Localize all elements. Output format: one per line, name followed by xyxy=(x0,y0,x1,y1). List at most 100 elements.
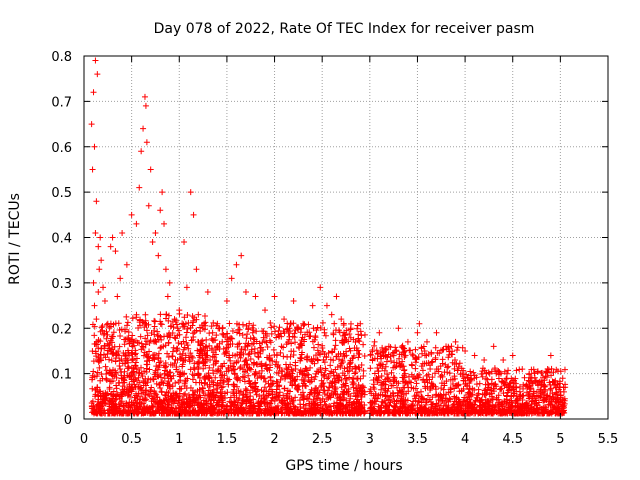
data-point xyxy=(399,388,406,395)
data-point xyxy=(133,400,140,407)
data-point xyxy=(378,373,385,380)
data-point xyxy=(179,363,186,370)
data-point xyxy=(317,365,324,372)
data-point xyxy=(189,387,196,394)
data-point xyxy=(174,325,181,332)
x-tick-label: 3.5 xyxy=(407,432,428,447)
data-point xyxy=(131,362,138,369)
data-point xyxy=(519,366,526,373)
data-point xyxy=(124,322,131,329)
data-point xyxy=(226,398,233,405)
data-point xyxy=(263,361,270,368)
y-tick-label: 0 xyxy=(64,413,72,428)
data-point xyxy=(135,324,142,331)
data-point xyxy=(131,372,138,379)
data-point xyxy=(121,341,128,348)
data-point xyxy=(314,402,321,409)
data-point xyxy=(317,324,324,331)
data-point xyxy=(360,373,367,380)
data-point xyxy=(221,379,228,386)
data-point xyxy=(140,125,147,132)
data-point xyxy=(136,339,143,346)
data-point xyxy=(347,359,354,366)
data-point xyxy=(143,387,150,394)
data-point xyxy=(225,344,232,351)
data-point xyxy=(258,363,265,370)
data-point xyxy=(191,392,198,399)
data-point xyxy=(204,391,211,398)
data-point xyxy=(246,403,253,410)
data-point xyxy=(104,331,111,338)
data-point xyxy=(107,243,114,250)
data-point xyxy=(337,362,344,369)
y-tick-label: 0.6 xyxy=(51,141,72,156)
data-point xyxy=(98,409,105,416)
data-point xyxy=(239,410,246,417)
data-point xyxy=(429,394,436,401)
data-point xyxy=(189,313,196,320)
data-point xyxy=(161,397,168,404)
data-point xyxy=(204,288,211,295)
data-point xyxy=(103,375,110,382)
data-point xyxy=(239,392,246,399)
data-point xyxy=(190,391,197,398)
data-point xyxy=(350,384,357,391)
data-point xyxy=(299,349,306,356)
data-point xyxy=(121,326,128,333)
data-point xyxy=(206,364,213,371)
data-point xyxy=(138,346,145,353)
data-point xyxy=(335,356,342,363)
data-point xyxy=(159,189,166,196)
data-point xyxy=(438,372,445,379)
data-point xyxy=(179,402,186,409)
data-point xyxy=(94,71,101,78)
data-point xyxy=(256,406,263,413)
data-point xyxy=(195,365,202,372)
data-point xyxy=(93,316,100,323)
data-point xyxy=(341,394,348,401)
data-point xyxy=(259,339,266,346)
data-point xyxy=(141,349,148,356)
data-point xyxy=(340,339,347,346)
data-point xyxy=(198,403,205,410)
data-point xyxy=(324,387,331,394)
data-point xyxy=(158,344,165,351)
data-point xyxy=(350,374,357,381)
data-point xyxy=(248,348,255,355)
data-point xyxy=(265,390,272,397)
data-point xyxy=(301,382,308,389)
data-point xyxy=(355,364,362,371)
data-point xyxy=(562,384,569,391)
data-point xyxy=(278,333,285,340)
data-point xyxy=(120,403,127,410)
data-point xyxy=(228,335,235,342)
data-point xyxy=(196,401,203,408)
data-point xyxy=(547,352,554,359)
data-point xyxy=(143,369,150,376)
data-point xyxy=(294,409,301,416)
data-point xyxy=(452,338,459,345)
data-point xyxy=(155,252,162,259)
data-point xyxy=(288,340,295,347)
data-point xyxy=(351,398,358,405)
data-point xyxy=(439,356,446,363)
data-point xyxy=(207,356,214,363)
data-point xyxy=(117,366,124,373)
data-point xyxy=(122,357,129,364)
data-point xyxy=(225,354,232,361)
data-point xyxy=(310,396,317,403)
data-point xyxy=(128,211,135,218)
data-point xyxy=(121,368,128,375)
data-point xyxy=(213,332,220,339)
data-point xyxy=(343,348,350,355)
data-point xyxy=(279,397,286,404)
data-point xyxy=(329,348,336,355)
data-point xyxy=(243,361,250,368)
data-point xyxy=(301,321,308,328)
data-point xyxy=(93,373,100,380)
data-point xyxy=(225,365,232,372)
data-point xyxy=(100,284,107,291)
data-point xyxy=(166,410,173,417)
data-point xyxy=(218,384,225,391)
